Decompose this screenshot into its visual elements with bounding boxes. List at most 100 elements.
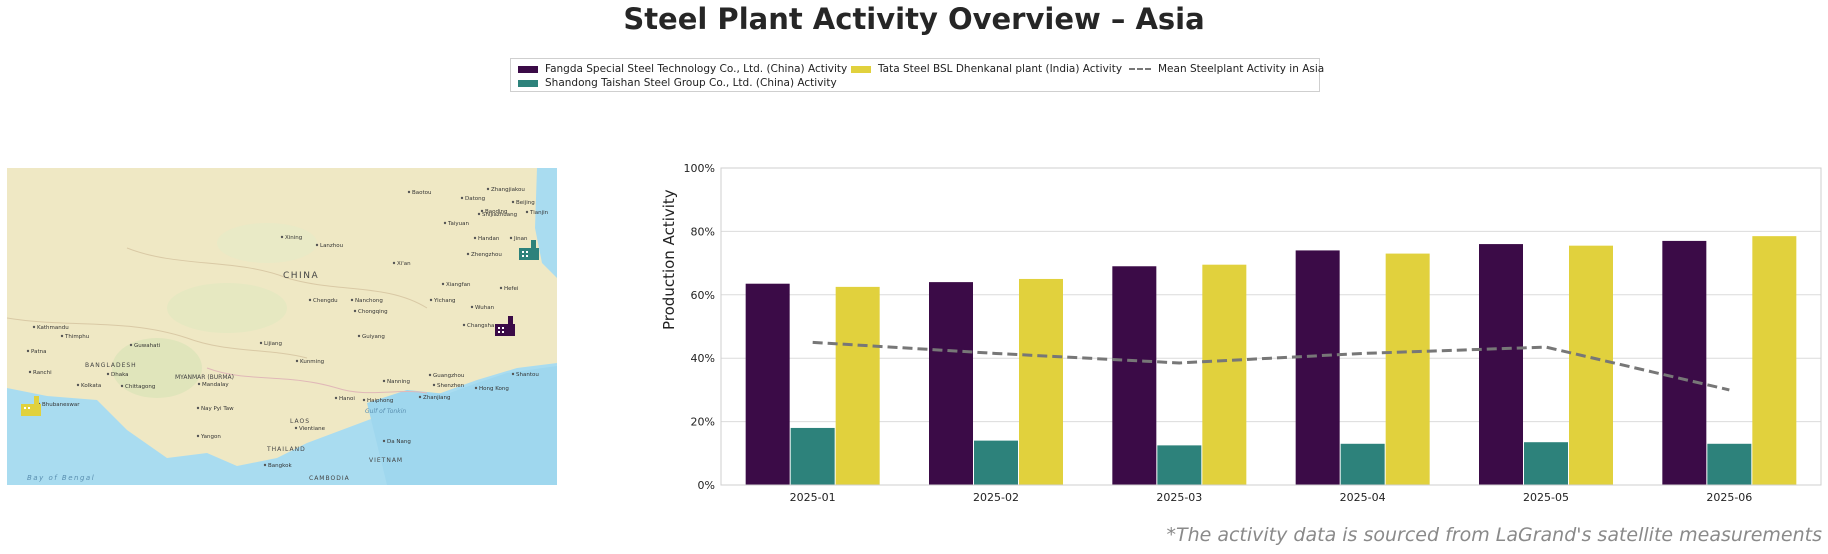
legend-label-mean: Mean Steelplant Activity in Asia	[1158, 63, 1325, 75]
map-city-dot	[357, 334, 361, 338]
map-city-label: Zhanjiang	[423, 395, 451, 401]
legend-swatch-shandong	[518, 79, 538, 87]
x-tick-label: 2025-04	[1340, 491, 1386, 504]
bar-series-2	[1340, 443, 1385, 485]
map-city-label: Lijiang	[264, 341, 282, 347]
map-city-dot	[196, 434, 200, 438]
map-city-dot	[499, 286, 503, 290]
map-city-label: Vientiane	[299, 426, 326, 432]
map-city-label: Hefei	[504, 286, 519, 292]
map-city-label: Thimphu	[64, 334, 89, 340]
legend: Fangda Special Steel Technology Co., Ltd…	[510, 58, 1324, 92]
map-border-3	[206, 367, 428, 394]
bar-series-2	[790, 427, 835, 485]
map-city-label: Dhaka	[111, 372, 129, 378]
map-city-dot	[259, 341, 263, 345]
map-city-dot	[477, 212, 481, 216]
map-city-label: Datong	[465, 196, 485, 202]
bar-series-1	[1112, 266, 1157, 485]
map-city-dot	[350, 298, 354, 302]
map-city-dot	[32, 325, 36, 329]
map-city-label: Guangzhou	[433, 373, 464, 379]
map-city-label: Lanzhou	[320, 243, 343, 249]
map-sea-north	[535, 168, 557, 278]
x-tick-label: 2025-05	[1523, 491, 1569, 504]
map-city-label: Taiyuan	[447, 221, 469, 227]
map-city-label: Changsha	[467, 323, 494, 329]
x-tick-label: 2025-06	[1706, 491, 1752, 504]
bar-series-1	[929, 282, 973, 485]
map-terrain-2	[112, 338, 202, 398]
bar-series-3	[1385, 253, 1430, 485]
bar-series-2	[1157, 445, 1202, 485]
map-city-dot	[407, 190, 411, 194]
map-label-myanmar: MYANMAR (BURMA)	[175, 374, 234, 381]
bar-series-3	[1019, 278, 1063, 485]
legend-swatch-tata	[851, 65, 871, 73]
map-city-label: Chittagong	[125, 384, 155, 390]
map-city-dot	[197, 382, 201, 386]
map-city-label: Mandalay	[202, 382, 229, 388]
y-axis-label: Production Activity	[660, 189, 678, 330]
map-city-label: Chongqing	[358, 309, 388, 315]
map-label-gulf: Gulf of Tonkin	[365, 408, 406, 415]
legend-item-fangda: Fangda Special Steel Technology Co., Ltd…	[518, 63, 847, 75]
map-city-dot	[511, 200, 515, 204]
x-tick-label: 2025-01	[790, 491, 836, 504]
plot-frame	[720, 167, 1822, 486]
legend-label-fangda: Fangda Special Steel Technology Co., Ltd…	[545, 63, 848, 75]
map-city-label: Bhubaneswar	[42, 402, 80, 408]
map-city-labels: Baotou Zhangjiakou Datong Beijing Tianjin Tai…	[26, 187, 549, 469]
map-city-dot	[382, 379, 386, 383]
bars	[745, 236, 1797, 485]
legend-line-mean	[1129, 68, 1151, 70]
map-border-1	[7, 317, 308, 359]
map-city-dot	[392, 261, 396, 265]
asia-map: CHINA BANGLADESH MYANMAR (BURMA) LAOS TH…	[7, 168, 557, 485]
map-label-vietnam: VIETNAM	[369, 457, 403, 464]
y-tick-label: 40%	[691, 352, 715, 365]
map-city-dot	[443, 221, 447, 225]
mean-line-group	[812, 340, 1730, 392]
map-city-dot	[280, 235, 284, 239]
map-label-thailand: THAILAND	[266, 446, 306, 453]
y-tick-label: 20%	[691, 416, 715, 429]
map-city-dot	[26, 349, 30, 353]
map-city-label: Nanchong	[355, 298, 383, 304]
map-city-label: Baoding	[485, 209, 508, 215]
map-city-dot	[28, 370, 32, 374]
map-city-dot	[441, 282, 445, 286]
map-city-dot	[480, 209, 484, 213]
map-city-label: Guiyang	[362, 334, 385, 340]
map-city-label: Baotou	[412, 190, 432, 196]
map-city-dot	[129, 343, 133, 347]
map-city-label: Kathmandu	[37, 325, 69, 331]
map-city-dot	[462, 323, 466, 327]
map-city-dot	[315, 243, 319, 247]
map-city-dot	[525, 210, 529, 214]
map-svg: CHINA BANGLADESH MYANMAR (BURMA) LAOS TH…	[7, 168, 557, 485]
map-city-dot	[120, 384, 124, 388]
map-city-label: Xiangfan	[446, 282, 471, 288]
map-city-dot	[362, 398, 366, 402]
map-city-dot	[334, 396, 338, 400]
bar-series-3	[1752, 236, 1797, 485]
map-city-label: Wuhan	[475, 305, 495, 311]
map-city-label: Da Nang	[387, 439, 411, 445]
map-city-dot	[263, 463, 267, 467]
map-city-dot	[428, 373, 432, 377]
map-city-dot	[432, 383, 436, 387]
map-label-china: CHINA	[283, 271, 319, 281]
legend-item-tata: Tata Steel BSL Dhenkanal plant (India) A…	[851, 63, 1122, 75]
map-city-dot	[511, 372, 515, 376]
map-city-label: Kunming	[300, 359, 324, 365]
y-tick-label: 100%	[684, 162, 715, 175]
map-city-label: Kolkata	[81, 383, 101, 389]
bar-series-2	[1524, 442, 1568, 485]
chart-title: Steel Plant Activity Overview – Asia	[623, 2, 1205, 36]
map-city-dot	[196, 406, 200, 410]
y-tick-label: 0%	[698, 479, 715, 492]
map-city-label: Nanning	[387, 379, 410, 385]
map-city-dot	[382, 439, 386, 443]
map-city-dot	[295, 359, 299, 363]
